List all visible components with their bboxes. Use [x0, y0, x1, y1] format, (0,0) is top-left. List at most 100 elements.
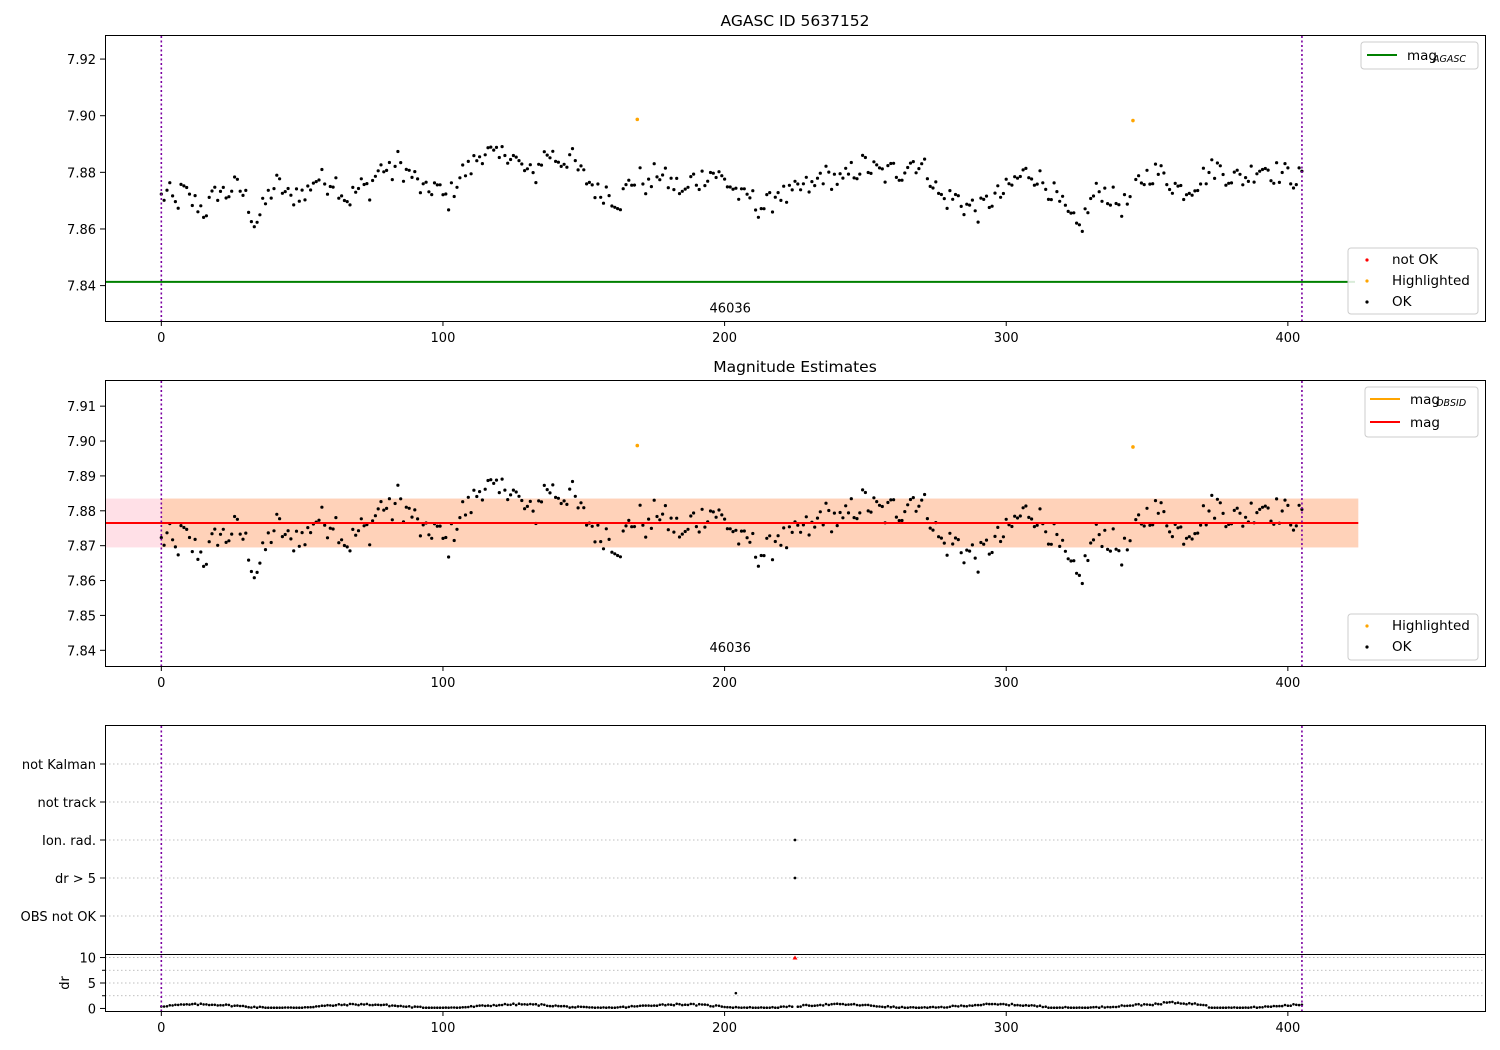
dr-point [850, 1003, 853, 1006]
ok-point [500, 477, 504, 481]
ok-point [911, 496, 915, 500]
dr-point [1289, 1004, 1292, 1007]
ok-point [813, 184, 817, 188]
ok-point [877, 503, 882, 507]
ok-point [1030, 177, 1034, 181]
ok-point [168, 181, 172, 185]
ok-point [469, 172, 473, 176]
ok-point [387, 160, 391, 165]
dr-point [943, 1006, 946, 1009]
ok-point [573, 159, 577, 163]
ok-point [492, 481, 496, 485]
ok-point [1117, 203, 1121, 207]
dr-point [593, 1006, 597, 1009]
ok-point [993, 191, 997, 195]
dr-point [906, 1006, 909, 1009]
dr-point [1126, 1004, 1129, 1008]
dr-point [241, 1004, 245, 1008]
dr-point [526, 1003, 529, 1006]
ok-point [1044, 530, 1048, 534]
ok-point [737, 542, 741, 546]
ok-point [838, 172, 842, 176]
dr-point [529, 1002, 532, 1006]
dr-point [1069, 1006, 1073, 1009]
dr-point [500, 1003, 504, 1007]
legend-label-highlighted: Highlighted [1392, 273, 1470, 289]
dr-point [1168, 1000, 1171, 1004]
ok-point [669, 176, 673, 180]
dr-point [413, 1005, 417, 1008]
ok-point [990, 204, 994, 208]
ok-point [354, 533, 358, 537]
ok-point [1286, 503, 1290, 507]
ok-point [241, 537, 245, 541]
ok-point [790, 530, 794, 535]
dr-point [1010, 1002, 1014, 1006]
ok-point [951, 197, 955, 201]
ok-point [387, 497, 391, 501]
dr-point [351, 1002, 355, 1006]
ok-point [1263, 166, 1267, 171]
ok-point [1013, 514, 1017, 518]
dr-point [407, 1005, 411, 1008]
ok-point [210, 532, 214, 536]
dr-point [1230, 1006, 1233, 1009]
ok-point [1190, 537, 1194, 541]
ok-point [1122, 536, 1127, 540]
ok-point [1111, 185, 1115, 189]
ok-point [317, 518, 321, 522]
dr-point [588, 1006, 591, 1009]
ok-point [413, 508, 417, 512]
ok-point [1165, 524, 1169, 528]
ok-point [717, 508, 721, 512]
ok-point [368, 198, 372, 202]
ok-point [886, 164, 890, 168]
ok-point [782, 184, 786, 188]
dr-point [655, 1004, 659, 1007]
dr-point [165, 1005, 169, 1008]
dr-point [1202, 1003, 1205, 1007]
dr-point [298, 1006, 301, 1009]
dr-point [669, 1003, 673, 1006]
dr-point [579, 1005, 583, 1009]
ok-point [830, 530, 834, 534]
dr-point [388, 1004, 391, 1008]
ok-point [452, 538, 456, 543]
ok-point [618, 555, 623, 559]
dr-point [1151, 1003, 1154, 1007]
ok-point [534, 181, 538, 185]
ok-point [531, 171, 535, 175]
ok-point [827, 170, 831, 174]
ok-point [1100, 199, 1104, 203]
dr-point [205, 1003, 208, 1006]
ok-point [599, 195, 603, 199]
dr-point [1044, 1005, 1047, 1008]
highlighted-point [635, 117, 640, 122]
ok-point [1061, 538, 1065, 542]
ok-point [542, 483, 546, 487]
ok-point [689, 514, 693, 518]
ok-point [309, 531, 313, 535]
ok-point [447, 555, 451, 559]
ok-point [396, 483, 400, 487]
ok-point [742, 187, 746, 191]
dr-point [1089, 1006, 1092, 1009]
ok-point [1010, 524, 1014, 529]
ok-point [824, 164, 828, 168]
ok-point [1272, 181, 1276, 185]
dr-point [664, 1003, 667, 1007]
ok-point [689, 175, 693, 179]
ok-point [1258, 507, 1262, 511]
dr-point [492, 1003, 496, 1007]
ok-point [787, 183, 792, 187]
ok-point [959, 204, 963, 208]
ok-point [706, 179, 710, 183]
dr-point [892, 1005, 895, 1008]
ok-point [818, 510, 822, 514]
ok-point [193, 537, 197, 542]
dr-point [452, 1006, 456, 1009]
dr-point [1145, 1003, 1149, 1006]
panel-estimates-title: Magnitude Estimates [713, 358, 877, 376]
ok-point [917, 167, 921, 171]
ok-point [900, 178, 904, 182]
